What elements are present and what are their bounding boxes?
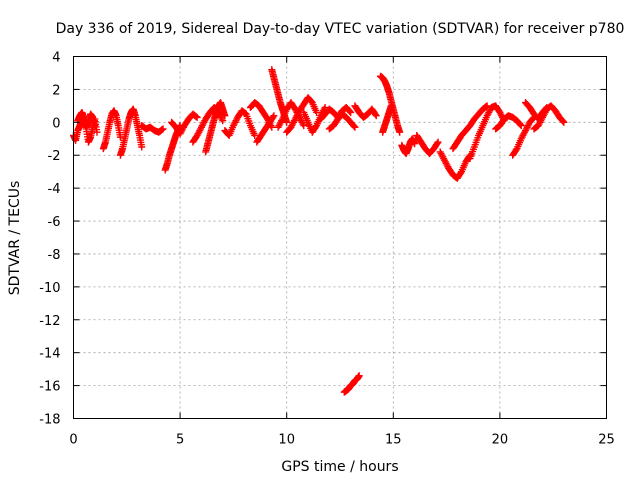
data-point	[193, 113, 201, 121]
data-point	[560, 118, 568, 126]
series-arc24	[436, 148, 474, 182]
series-arc27	[492, 112, 525, 133]
chart-title: Day 336 of 2019, Sidereal Day-to-day VTE…	[56, 21, 625, 37]
series-arc5	[138, 122, 167, 136]
data-point	[483, 102, 491, 110]
y-tick-label: -14	[39, 347, 60, 362]
data-point	[355, 372, 363, 380]
data-point	[93, 128, 101, 136]
series-arc28	[509, 113, 538, 159]
data-point	[387, 102, 395, 110]
series-arc19	[351, 102, 380, 121]
y-tick-label: -18	[39, 413, 60, 428]
series-arc16	[300, 104, 329, 136]
y-tick-label: -8	[48, 248, 61, 263]
y-tick-label: -10	[39, 281, 60, 296]
points-layer	[70, 66, 568, 396]
data-point	[559, 117, 567, 125]
y-tick-label: 2	[52, 83, 60, 98]
x-tick-label: 10	[278, 433, 295, 448]
series-arc23	[413, 131, 442, 158]
data-point	[411, 140, 419, 148]
data-point	[269, 113, 277, 121]
data-point	[91, 122, 99, 130]
series-arc3	[99, 107, 124, 153]
data-point	[371, 110, 379, 118]
data-point	[300, 122, 308, 130]
data-point	[372, 112, 380, 120]
y-tick-label: 4	[52, 51, 60, 66]
series-arc31	[340, 372, 363, 396]
y-tick-label: -2	[48, 149, 61, 164]
x-tick-label: 15	[385, 433, 402, 448]
data-point	[516, 121, 524, 129]
data-point	[351, 123, 359, 131]
series-arc12	[253, 112, 278, 146]
y-axis-title: SDTVAR / TECUs	[7, 181, 23, 296]
data-point	[350, 122, 358, 130]
series-arc21	[379, 102, 395, 136]
data-point	[159, 125, 167, 133]
data-point	[347, 108, 355, 116]
data-point	[396, 128, 404, 136]
data-point	[251, 131, 259, 139]
data-point	[517, 122, 525, 130]
y-tick-label: -4	[48, 182, 61, 197]
y-tick-label: -12	[39, 314, 60, 329]
data-point	[433, 139, 441, 147]
series-arc15	[283, 94, 321, 136]
series-arc10	[221, 107, 259, 139]
data-point	[138, 143, 146, 151]
x-axis-title: GPS time / hours	[281, 459, 398, 475]
y-tick-label: -6	[48, 215, 61, 230]
x-tick-label: 0	[69, 433, 77, 448]
y-tick-label: 0	[52, 116, 60, 131]
plot-frame	[73, 56, 607, 419]
series-arc7	[168, 110, 201, 138]
x-tick-label: 5	[176, 433, 184, 448]
data-point	[283, 118, 291, 126]
series-arc4	[116, 105, 146, 159]
data-point	[434, 138, 442, 146]
data-point	[313, 108, 321, 116]
data-point	[219, 117, 227, 125]
series-arc18	[325, 110, 359, 133]
x-tick-label: 20	[492, 433, 509, 448]
series-arc22	[398, 135, 419, 158]
series-arc30	[530, 102, 568, 133]
data-point	[346, 107, 354, 115]
series-arc26	[466, 102, 508, 163]
data-point	[221, 112, 229, 120]
x-tick-label: 25	[598, 433, 615, 448]
data-point	[270, 112, 278, 120]
series-arc9	[202, 99, 229, 156]
series-arc25	[449, 102, 491, 153]
y-tick-label: -16	[39, 380, 60, 395]
